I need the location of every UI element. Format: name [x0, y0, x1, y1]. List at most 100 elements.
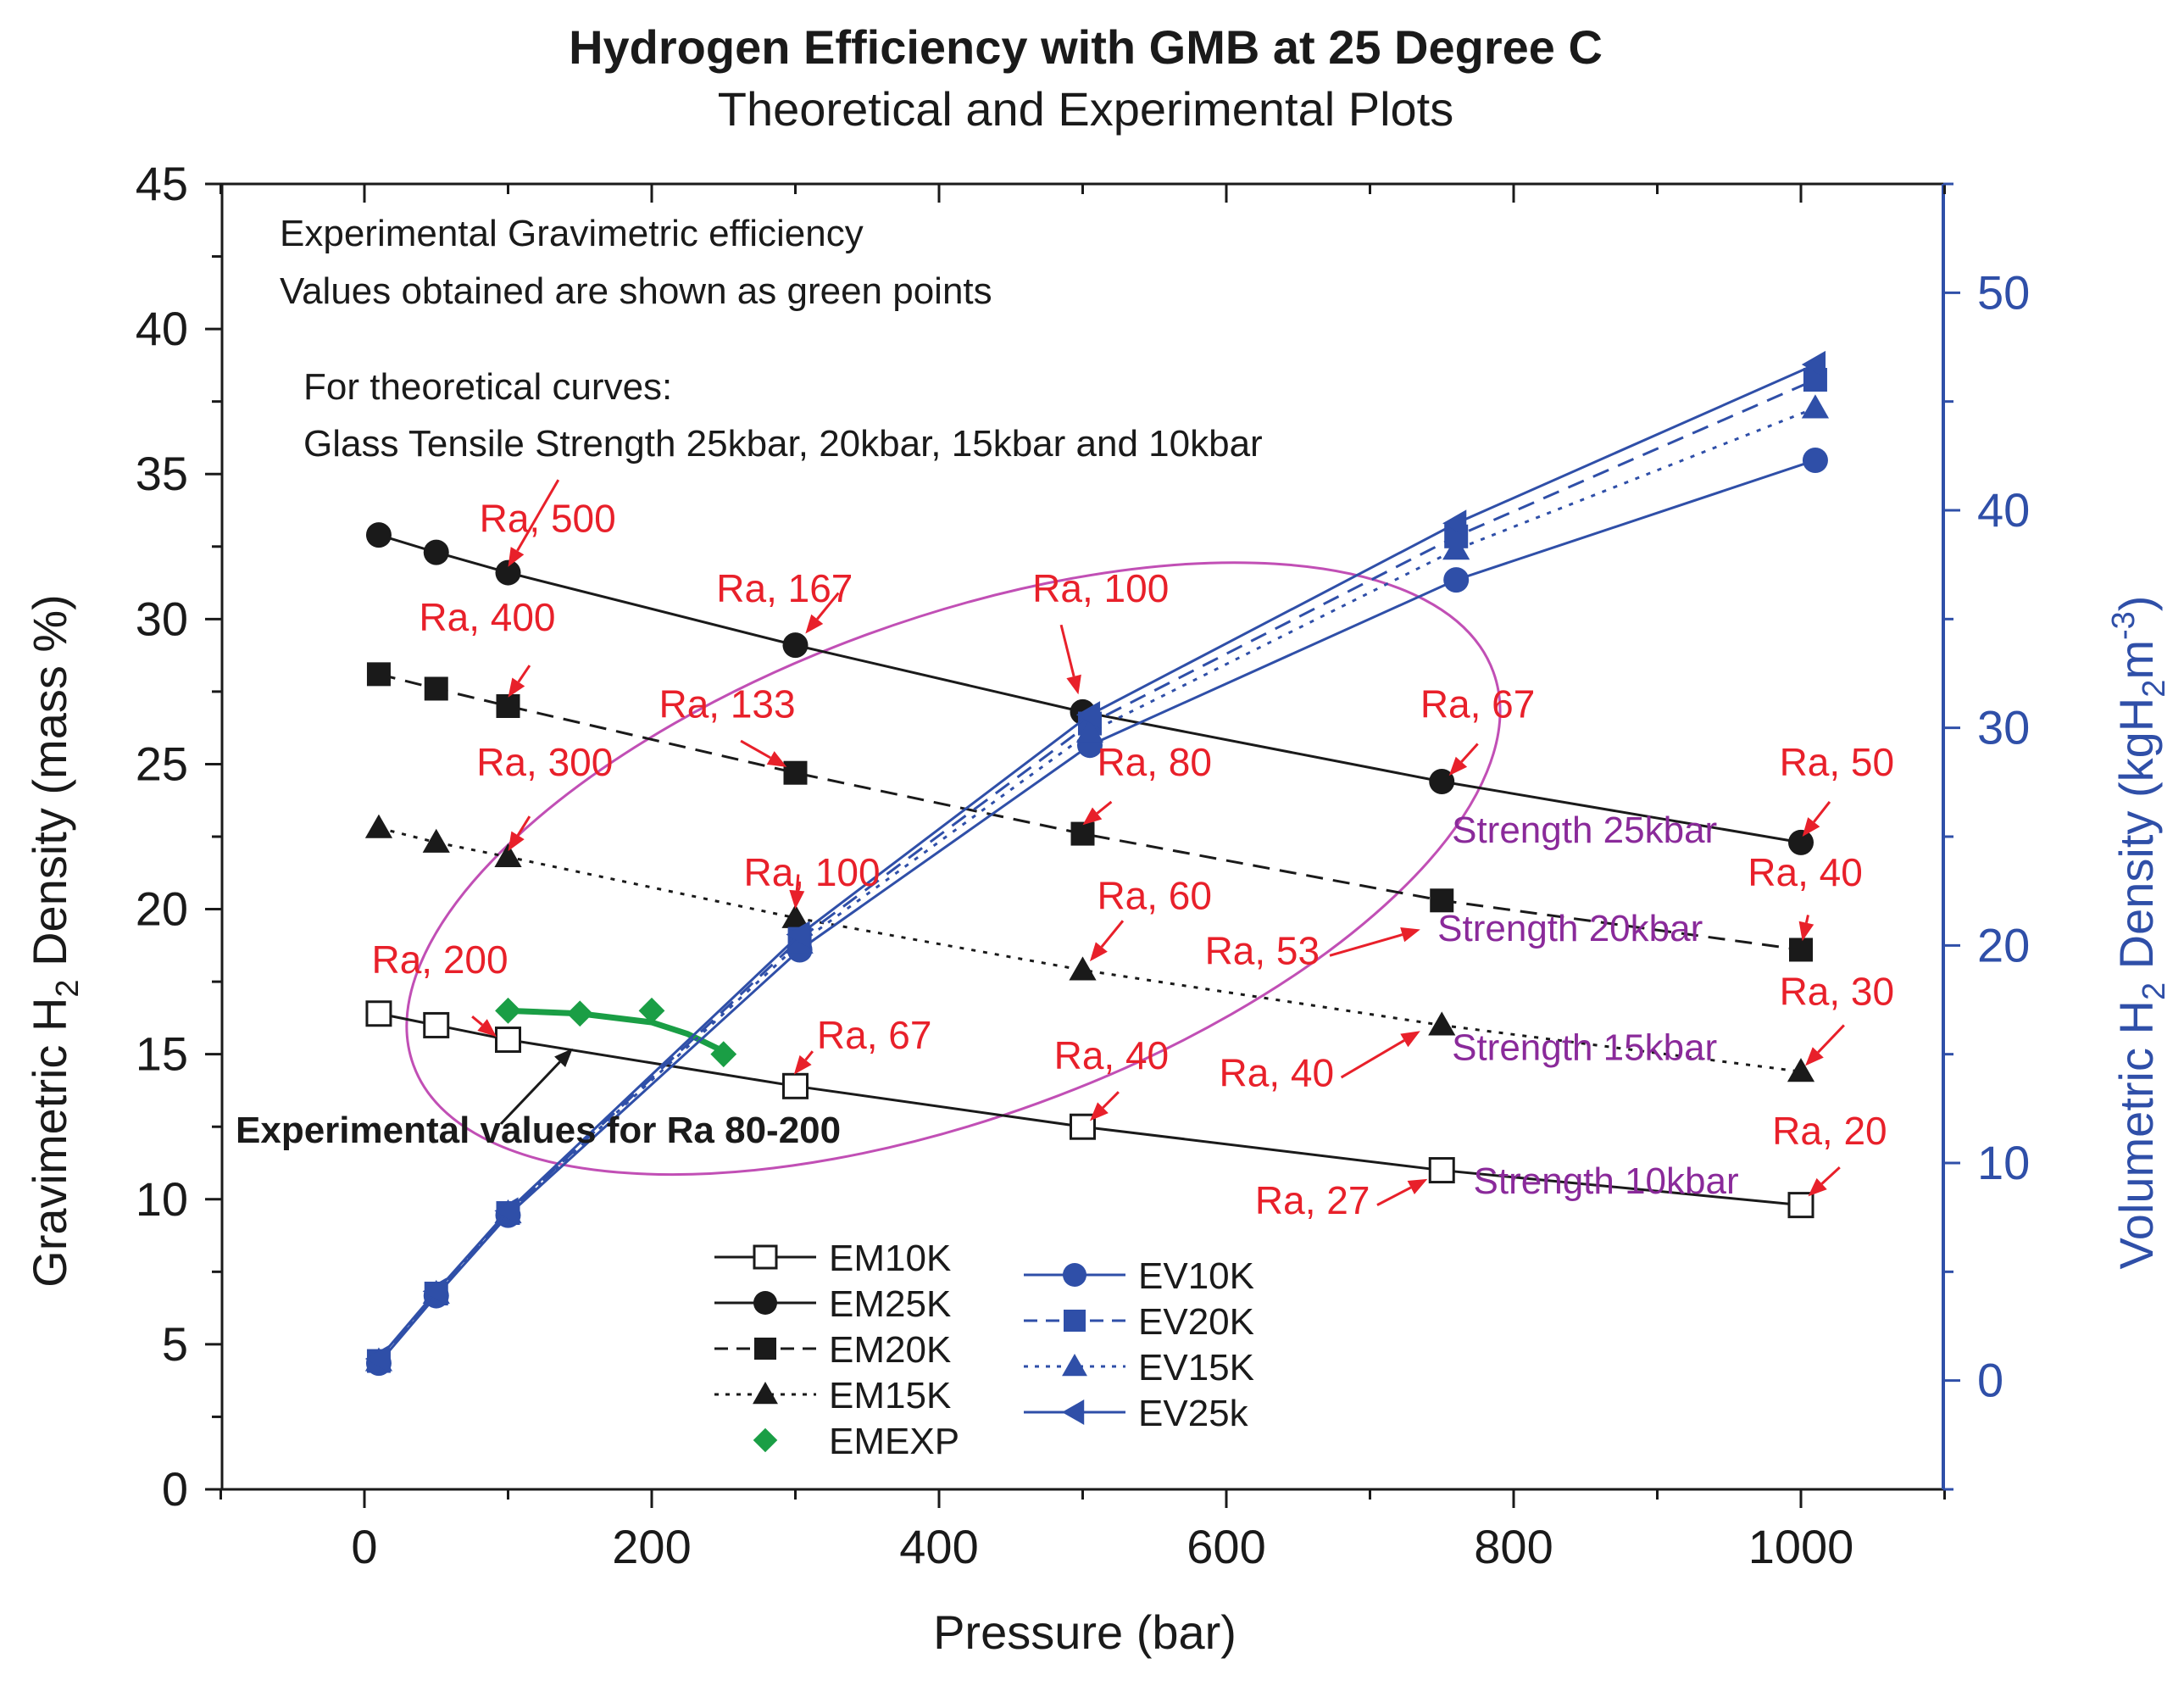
legend-label: EV20K: [1138, 1301, 1254, 1343]
ra-arrow-head: [1089, 1102, 1109, 1121]
ra-arrow-head: [1400, 1031, 1420, 1048]
legend-marker: [754, 1338, 776, 1360]
point-em20k: [496, 694, 520, 718]
strength-label: Strength 25kbar: [1452, 810, 1717, 851]
point-em15k: [494, 843, 522, 868]
y-right-sub1: 2: [2137, 982, 2172, 1000]
ra-arrow-shaft: [1376, 1186, 1412, 1206]
axes-frame: 0 200 400 600 800 1000 0 5 10 15 20 25 30 35 40 45 0 10 20…: [136, 157, 2031, 1573]
ra-arrow: [805, 592, 840, 634]
ra-arrow-shaft: [816, 592, 840, 620]
legend-item-ev10k: EV10K: [1024, 1255, 1254, 1297]
legend-label: EM20K: [829, 1329, 951, 1371]
ra-arrow: [1805, 1024, 1845, 1066]
point-em10k: [782, 1072, 809, 1099]
legend-item-ev20k: EV20K: [1024, 1301, 1254, 1343]
legend-label: EMEXP: [829, 1421, 959, 1462]
point-ev25k: [786, 921, 810, 949]
experimental-arrow: [499, 1048, 573, 1125]
point-em15k: [1069, 956, 1097, 981]
ra-arrow-shaft: [1460, 743, 1479, 763]
point-em25k: [423, 539, 449, 565]
ra-label: Ra, 40: [1220, 1050, 1335, 1094]
ra-arrow: [508, 815, 531, 852]
highlight-ellipse-group: [405, 561, 1502, 1177]
x-tick-label: 400: [899, 1520, 978, 1573]
point-ev10k: [1443, 567, 1470, 593]
legend-label: EV10K: [1138, 1255, 1254, 1297]
y-right-tick-label: 40: [1977, 483, 2030, 537]
y-left-pre: Gravimetric H: [23, 998, 76, 1288]
ra-arrow-shaft: [1804, 915, 1809, 924]
legend-marker: [753, 1244, 778, 1270]
point-em20k: [783, 760, 808, 785]
point-em25k: [1429, 768, 1455, 794]
ra-arrow: [1059, 624, 1081, 695]
ra-arrow-head: [1066, 674, 1081, 695]
y-right-pre: Volumetric H: [2109, 1000, 2163, 1269]
point-em15k: [422, 828, 450, 853]
y-left-sub: 2: [50, 979, 86, 997]
point-em15k: [781, 904, 809, 928]
point-ev25k: [364, 1344, 390, 1373]
point-em15k: [1787, 1058, 1815, 1082]
point-ev25k: [494, 1197, 519, 1225]
y-right-tick-label: 0: [1977, 1354, 2003, 1407]
ra-arrow: [508, 479, 560, 567]
ra-label: Ra, 60: [1097, 874, 1212, 918]
ra-label: Ra, 20: [1772, 1109, 1887, 1153]
point-ev15k: [1442, 536, 1470, 560]
point-em20k: [424, 676, 448, 701]
experimental-arrow-shaft: [499, 1060, 561, 1125]
ra-arrow-head: [1400, 926, 1420, 943]
legend-marker: [753, 1382, 778, 1405]
strength-label: Strength 20kbar: [1437, 908, 1703, 949]
x-tick-label: 600: [1186, 1520, 1265, 1573]
ra-arrow-head: [508, 677, 525, 698]
ra-arrow: [471, 1015, 497, 1038]
x-tick-label: 0: [351, 1520, 377, 1573]
ra-label: Ra, 30: [1780, 969, 1895, 1013]
y-right-mid: Density (kgH: [2109, 698, 2163, 982]
legend-marker: [1063, 1263, 1086, 1287]
x-tick-label: 200: [612, 1520, 691, 1573]
ra-arrow-shaft: [1817, 1024, 1845, 1054]
ra-arrow-head: [766, 751, 787, 767]
ra-label: Ra, 80: [1097, 740, 1212, 784]
ra-arrow-head: [1805, 1047, 1824, 1066]
y-left-tick-label: 40: [136, 302, 188, 355]
point-ev25k: [1442, 509, 1467, 537]
ra-arrow-head: [1798, 921, 1814, 942]
ra-arrow-head: [477, 1019, 497, 1038]
ra-arrow-shaft: [1096, 800, 1113, 815]
ra-arrow-head: [793, 1054, 812, 1075]
ra-label: Ra, 53: [1205, 929, 1320, 973]
x-tick-label: 800: [1474, 1520, 1553, 1573]
legend-item-em20k: EM20K: [714, 1329, 951, 1371]
ra-arrow: [1808, 1166, 1841, 1197]
point-emexp: [710, 1041, 737, 1068]
x-axis-label: Pressure (bar): [933, 1605, 1236, 1659]
ra-label: Ra, 40: [1748, 850, 1863, 894]
legend-item-emexp: EMEXP: [753, 1421, 959, 1462]
ra-arrow-head: [1802, 817, 1820, 837]
ra-arrow: [1329, 926, 1420, 957]
point-em25k: [782, 632, 809, 659]
y-axis-label-left: Gravimetric H2 Density (mass %): [23, 594, 86, 1288]
ra-arrow-shaft: [795, 874, 800, 891]
point-ev25k: [1075, 701, 1101, 729]
ra-arrow-head: [805, 614, 824, 634]
note-line-1: Experimental Gravimetric efficiency: [280, 213, 864, 254]
ra-arrow-head: [1082, 807, 1103, 826]
point-emexp: [495, 997, 521, 1024]
ra-arrow-shaft: [1813, 801, 1831, 823]
ra-arrow-shaft: [517, 665, 531, 683]
ra-arrow: [793, 1050, 814, 1075]
y-right-tick-label: 50: [1977, 265, 2030, 319]
point-em10k: [1787, 1192, 1814, 1219]
ra-arrow: [508, 665, 531, 698]
legend-marker: [753, 1427, 778, 1453]
ra-arrow-shaft: [1102, 1091, 1120, 1109]
y-left-tick-label: 20: [136, 882, 188, 936]
